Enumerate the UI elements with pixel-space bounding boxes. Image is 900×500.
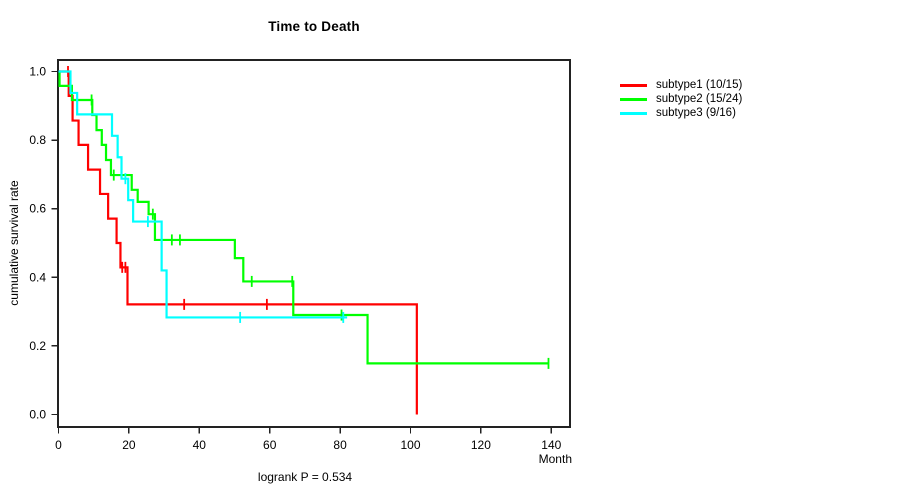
y-tick-label: 1.0 (29, 65, 46, 79)
legend-label-subtype2: subtype2 (15/24) (656, 93, 743, 105)
y-tick-label: 0.6 (29, 202, 46, 216)
series-subtype1 (58, 66, 418, 415)
legend: subtype1 (10/15) subtype2 (15/24) subtype3… (620, 78, 742, 120)
survival-curve-subtype3 (58, 70, 348, 319)
x-tick-label: 120 (471, 438, 491, 452)
legend-line-swatch-subtype1 (620, 83, 647, 87)
x-axis-title: Month (538, 452, 572, 466)
survival-curve-subtype2 (58, 70, 549, 365)
x-tick-label: 40 (193, 438, 207, 452)
x-tick-label: 60 (263, 438, 277, 452)
y-tick-label: 0.0 (29, 408, 46, 422)
x-tick-label: 100 (400, 438, 420, 452)
y-axis: 0.0 0.2 0.4 0.6 0.8 1.0 (29, 65, 58, 422)
plot-box (57, 59, 571, 428)
logrank-annotation: logrank P = 0.534 (257, 470, 353, 484)
legend-entry-subtype3: subtype3 (9/16) (620, 106, 742, 120)
x-tick-label: 20 (122, 438, 136, 452)
y-tick-label: 0.8 (29, 133, 46, 147)
legend-entry-subtype2: subtype2 (15/24) (620, 92, 742, 106)
series-subtype3 (58, 70, 348, 323)
series-subtype2 (58, 70, 550, 369)
legend-entry-subtype1: subtype1 (10/15) (620, 78, 742, 92)
chart-title: Time to Death (268, 19, 360, 34)
x-tick-label: 80 (333, 438, 347, 452)
y-tick-label: 0.4 (29, 270, 46, 284)
x-tick-label: 140 (541, 438, 561, 452)
legend-label-subtype1: subtype1 (10/15) (656, 79, 743, 91)
legend-line-swatch-subtype3 (620, 111, 647, 115)
x-tick-label: 0 (55, 438, 62, 452)
legend-label-subtype3: subtype3 (9/16) (656, 107, 736, 119)
y-tick-label: 0.2 (29, 339, 46, 353)
x-axis: 0 20 40 60 80 100 120 140 (55, 427, 562, 452)
legend-line-swatch-subtype2 (620, 97, 647, 101)
